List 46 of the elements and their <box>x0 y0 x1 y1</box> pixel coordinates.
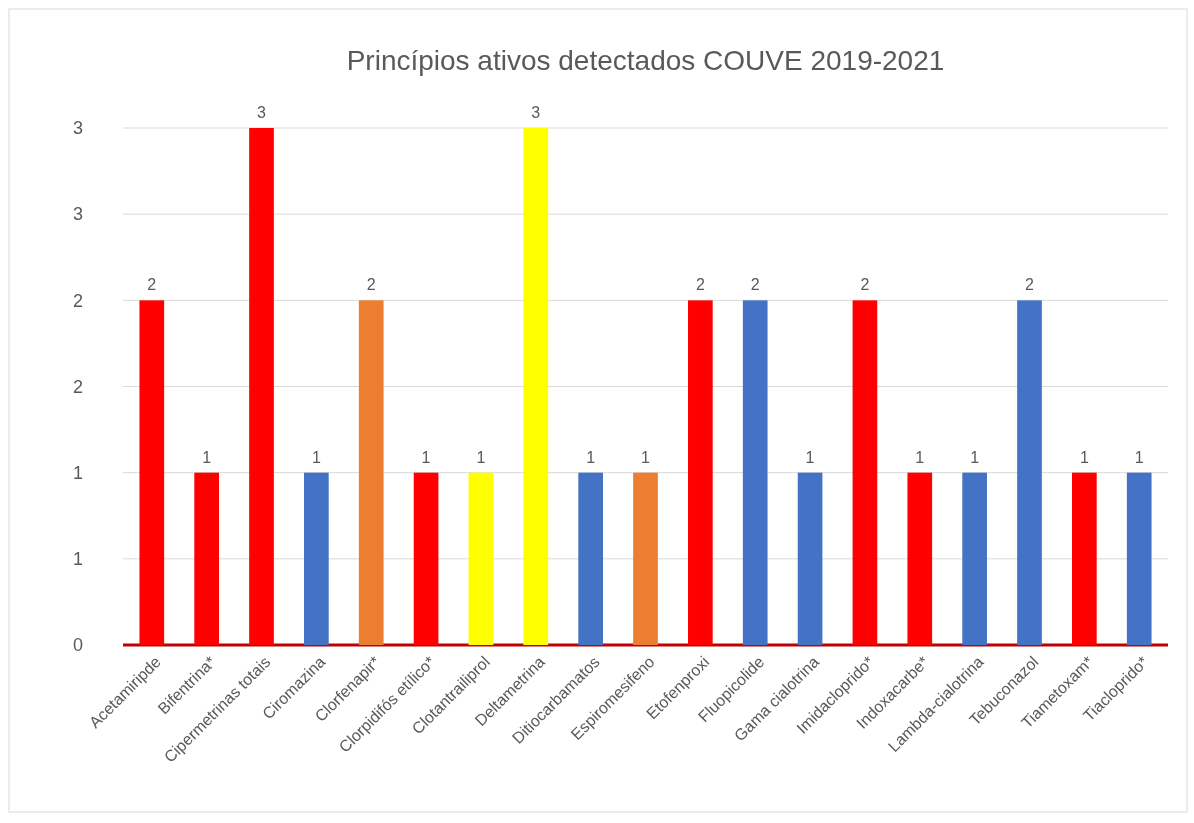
bar <box>139 300 165 645</box>
data-label: 2 <box>1025 276 1035 294</box>
bar <box>249 128 274 645</box>
data-label: 1 <box>641 448 651 466</box>
data-label: 1 <box>311 448 321 466</box>
data-label: 1 <box>915 448 925 466</box>
bar <box>1126 472 1152 645</box>
bar <box>742 300 768 645</box>
bar <box>852 300 878 645</box>
bar <box>1017 300 1042 645</box>
bar <box>468 472 494 645</box>
bar <box>304 472 329 645</box>
bar <box>1072 472 1097 645</box>
data-label: 1 <box>202 448 212 466</box>
data-label: 3 <box>531 104 541 121</box>
chart-title: Princípios ativos detectados COUVE 2019-2021 <box>346 45 945 76</box>
y-tick-label: 1 <box>72 462 83 483</box>
bar <box>413 472 439 645</box>
data-label: 1 <box>476 448 486 466</box>
data-label: 1 <box>1134 448 1144 466</box>
y-tick-label: 2 <box>72 290 83 311</box>
data-label: 2 <box>750 276 760 294</box>
data-label: 1 <box>421 448 431 466</box>
data-label: 2 <box>695 276 705 294</box>
y-tick-label: 0 <box>72 635 83 656</box>
data-label: 3 <box>257 104 267 121</box>
bar <box>633 472 658 645</box>
bar <box>797 472 823 645</box>
bar <box>907 472 933 645</box>
bar <box>358 300 384 645</box>
bar <box>523 128 549 645</box>
data-label: 1 <box>970 448 980 466</box>
bar <box>962 472 987 645</box>
data-label: 2 <box>860 276 870 294</box>
bar <box>194 472 219 645</box>
data-label: 2 <box>147 276 157 294</box>
data-label: 2 <box>366 276 376 294</box>
y-tick-label: 1 <box>72 549 83 570</box>
y-tick-label: 3 <box>72 204 83 225</box>
y-tick-label: 2 <box>72 376 83 397</box>
data-label: 1 <box>805 448 815 466</box>
bar <box>578 472 603 645</box>
data-label: 1 <box>586 448 596 466</box>
bar <box>688 300 713 645</box>
y-tick-label: 3 <box>72 118 83 139</box>
data-label: 1 <box>1079 448 1089 466</box>
